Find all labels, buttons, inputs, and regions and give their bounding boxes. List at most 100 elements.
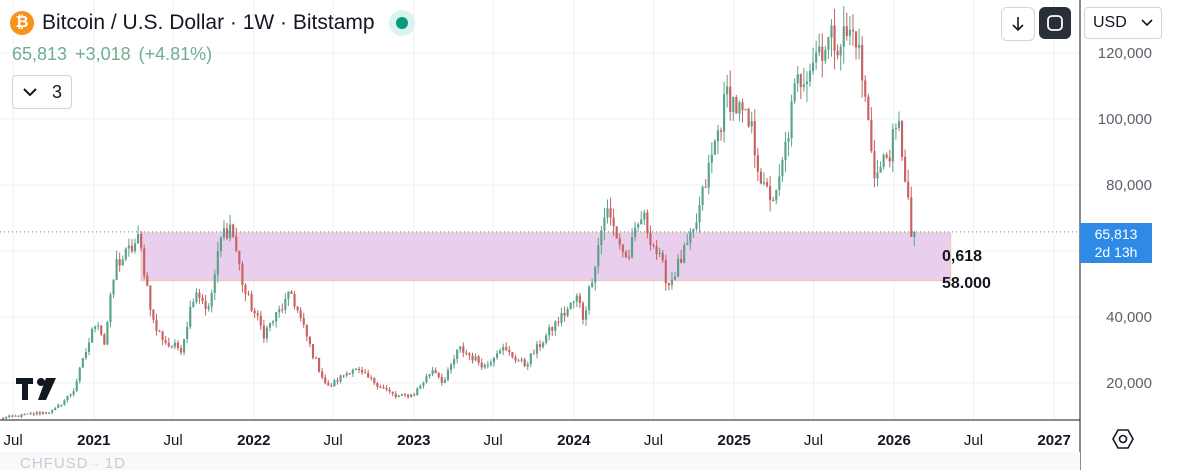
- fib-zone-rectangle[interactable]: [140, 232, 952, 282]
- time-tick-label: 2022: [237, 432, 270, 449]
- time-tick-label: Jul: [484, 432, 503, 449]
- candle-body: [541, 342, 545, 348]
- candle-body: [118, 259, 121, 266]
- candle-body: [216, 251, 219, 275]
- candle-body: [268, 323, 272, 328]
- candle-body: [253, 310, 256, 314]
- candle-body: [103, 334, 106, 345]
- candle-body: [397, 395, 400, 397]
- candle-body: [293, 294, 296, 307]
- candle-body: [69, 394, 72, 396]
- candle-body: [695, 222, 698, 230]
- candle-body: [873, 151, 876, 179]
- candle-body: [646, 212, 649, 233]
- candle-body: [225, 228, 229, 239]
- price-axis[interactable]: 120,000 100,000 80,000 40,000 20,000: [1098, 45, 1152, 392]
- candle-body: [106, 322, 109, 345]
- candle-body: [686, 242, 689, 246]
- price-tick-label: 20,000: [1106, 375, 1152, 392]
- candle-body: [735, 97, 738, 114]
- download-button[interactable]: [1001, 7, 1035, 41]
- candle-body: [370, 377, 373, 379]
- candle-body: [775, 189, 778, 201]
- change-percent: (+4.81%): [138, 44, 213, 64]
- change-absolute: +3,018: [75, 44, 131, 64]
- candle-body: [655, 246, 658, 254]
- time-tick-label: 2024: [557, 432, 591, 449]
- candle-body: [321, 371, 324, 378]
- candle-body: [20, 414, 23, 417]
- settings-icon[interactable]: [1112, 428, 1134, 450]
- candle-body: [311, 344, 315, 358]
- candle-body: [842, 26, 845, 47]
- fullscreen-button[interactable]: [1039, 7, 1071, 39]
- candle-body: [778, 176, 781, 190]
- candle-body: [676, 258, 680, 277]
- candle-body: [434, 370, 437, 374]
- candle-body: [94, 326, 97, 329]
- candle-body: [811, 62, 815, 71]
- market-status-icon[interactable]: [388, 10, 415, 36]
- candle-body: [146, 275, 149, 286]
- candle-body: [900, 121, 904, 157]
- candle-body: [388, 389, 391, 392]
- candle-body: [805, 81, 809, 85]
- candle-body: [60, 404, 63, 406]
- candle-body: [376, 383, 379, 387]
- indicators-toggle-button[interactable]: 3: [12, 75, 72, 109]
- candle-body: [640, 219, 643, 225]
- time-tick-label: 2025: [717, 432, 750, 449]
- candle-body: [833, 25, 836, 51]
- candle-body: [517, 360, 520, 362]
- candle-body: [787, 138, 790, 142]
- candle-body: [57, 404, 60, 408]
- time-tick-label: Jul: [324, 432, 343, 449]
- candle-body: [864, 80, 867, 97]
- candle-body: [446, 369, 450, 380]
- candle-body: [821, 46, 824, 61]
- time-tick-label: 2021: [77, 432, 110, 449]
- candle-body: [425, 376, 428, 383]
- candle-body: [41, 412, 45, 414]
- tradingview-logo[interactable]: [16, 378, 60, 400]
- price-tick-label: 120,000: [1098, 45, 1152, 62]
- candle-body: [250, 294, 253, 311]
- candle-body: [314, 357, 318, 359]
- candle-body: [756, 155, 759, 172]
- candle-body: [456, 349, 459, 360]
- time-axis[interactable]: Jul 2021 Jul 2022 Jul 2023 Jul 2024 Jul 2025 Jul 20…: [4, 432, 1071, 449]
- candle-body: [465, 352, 468, 354]
- candle-body: [858, 44, 861, 48]
- currency-select[interactable]: USD: [1084, 7, 1162, 39]
- indicators-count: 3: [51, 81, 62, 102]
- price-tick-label: 100,000: [1098, 111, 1152, 128]
- candle-body: [581, 303, 585, 320]
- candle-body: [152, 309, 155, 320]
- candle-body: [179, 348, 183, 353]
- candle-body: [486, 364, 489, 366]
- candle-body: [627, 257, 631, 259]
- candle-body: [603, 217, 606, 231]
- candle-body: [173, 342, 176, 347]
- candle-body: [615, 226, 618, 239]
- candle-body: [870, 119, 873, 152]
- candle-body: [133, 243, 137, 252]
- candle-body: [35, 412, 38, 415]
- candle-body: [5, 417, 8, 419]
- candle-body: [351, 369, 354, 374]
- candle-body: [416, 388, 419, 395]
- candle-body: [275, 312, 278, 322]
- candle-body: [305, 324, 308, 337]
- candle-body: [213, 274, 216, 293]
- candle-body: [861, 44, 864, 81]
- currency-label: USD: [1093, 14, 1127, 31]
- candle-body: [474, 356, 477, 361]
- candle-body: [523, 359, 526, 367]
- candle-body: [854, 31, 858, 48]
- candle-body: [643, 212, 646, 220]
- candle-body: [726, 86, 729, 95]
- current-price-label: 65,813 2d 13h: [1080, 223, 1152, 263]
- candle-body: [535, 344, 539, 354]
